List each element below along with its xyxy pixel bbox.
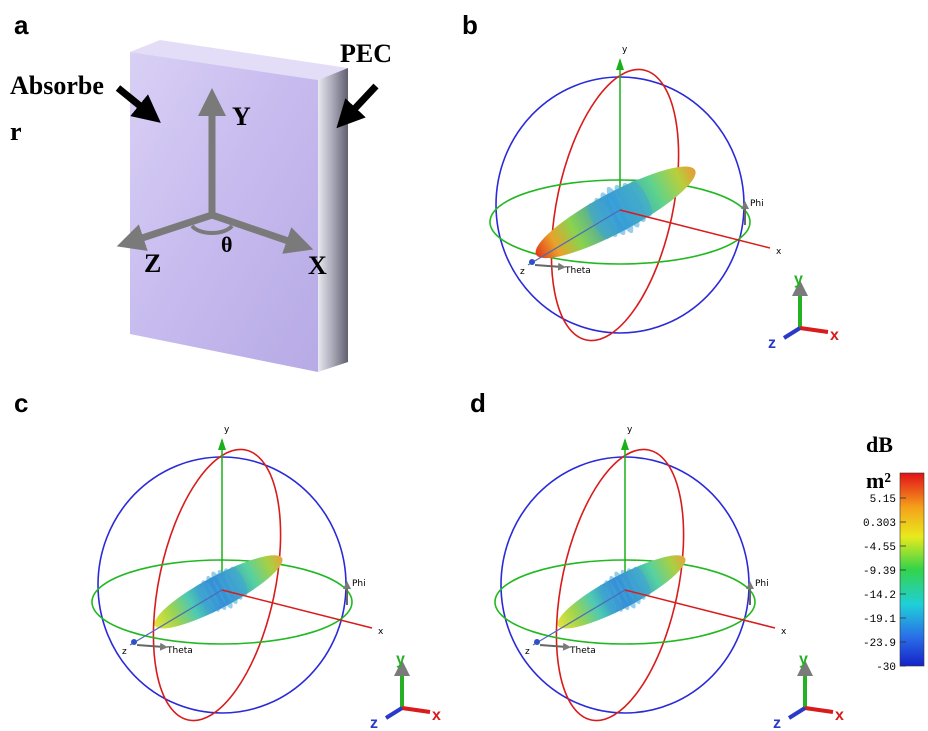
- theta-arrow: [539, 642, 571, 651]
- axis-label: z: [122, 647, 127, 657]
- angle-label: θ: [221, 232, 232, 257]
- lobe-petal: [599, 584, 617, 614]
- triad-x: [401, 706, 431, 714]
- pec-side: [318, 68, 348, 372]
- axis-label: y: [627, 425, 633, 435]
- triad-x: [804, 706, 834, 714]
- triad-z: [384, 706, 404, 720]
- axis-label: Z: [144, 249, 161, 278]
- z-tip: [529, 259, 535, 265]
- lobe-petal: [633, 566, 651, 596]
- lobe-petal: [614, 184, 640, 228]
- arrow: [621, 438, 629, 450]
- phi-label: Phi: [755, 579, 769, 589]
- sphere-ring: [555, 448, 685, 722]
- triad-label: z: [768, 335, 776, 352]
- z-axis: [527, 209, 621, 266]
- z-axis: [129, 589, 223, 646]
- colorbar: [899, 472, 925, 667]
- theta-label: Theta: [569, 646, 596, 656]
- triad-z: [782, 326, 802, 340]
- lobe-petal: [594, 197, 618, 238]
- z-axis: [532, 589, 626, 646]
- panel-label: c: [14, 388, 28, 418]
- axis-label: y: [224, 425, 230, 435]
- lobe-petal: [627, 568, 646, 600]
- phi-label: Phi: [352, 579, 366, 589]
- colorbar-tick-label: -14.2: [863, 590, 896, 602]
- pec-arrow: [336, 83, 379, 129]
- lobe-petal: [620, 569, 641, 605]
- panel-label: b: [462, 10, 478, 40]
- colorbar-tick-label: -19.1: [863, 614, 896, 626]
- theta-label: Theta: [166, 646, 193, 656]
- sphere-ring: [152, 448, 282, 722]
- x-axis: [624, 589, 776, 629]
- colorbar-tick-label: 0.303: [863, 518, 896, 530]
- arrow: [616, 58, 624, 70]
- colorbar-tick-label: -23.9: [863, 638, 896, 650]
- lobe-petal: [630, 180, 652, 217]
- panel-a-text: Absorbe r PEC Y Z X θ: [10, 39, 392, 280]
- colorbar-tick-label: 5.15: [870, 494, 896, 506]
- z-tip: [534, 639, 540, 645]
- arrow: [218, 438, 226, 450]
- triad-label: y: [794, 271, 803, 288]
- axis-label: z: [520, 267, 525, 277]
- axis-label: z: [525, 647, 530, 657]
- colorbar-unit: dB: [866, 432, 893, 457]
- axis-label: x: [776, 247, 782, 257]
- pec-label: PEC: [340, 39, 392, 68]
- triad-label: x: [432, 707, 441, 724]
- colorbar-tick-label: -30: [876, 662, 896, 674]
- lobe-petal: [224, 568, 243, 600]
- triad-label: x: [830, 327, 839, 344]
- phi-label: Phi: [750, 199, 764, 209]
- lobe-petal: [588, 203, 610, 240]
- axis-label: y: [622, 45, 628, 55]
- axis-label: x: [781, 627, 787, 637]
- colorbar-tick-label: -9.39: [863, 566, 896, 578]
- lobe-petal: [230, 566, 248, 596]
- theta-label: Theta: [564, 266, 591, 276]
- axis-label: X: [308, 251, 327, 280]
- lobe-petal: [201, 580, 220, 612]
- axis-label: x: [378, 627, 384, 637]
- absorber-label: r: [10, 117, 22, 146]
- lobe-petal: [622, 182, 646, 223]
- triad-label: z: [370, 715, 378, 731]
- slab-top: [130, 40, 348, 80]
- lobe-petal: [196, 584, 214, 614]
- triad-z: [787, 706, 807, 720]
- z-tip: [131, 639, 137, 645]
- colorbar-unit: m²: [866, 468, 891, 493]
- triad-label: y: [396, 651, 405, 668]
- sphere-ring: [550, 68, 680, 342]
- triad-x: [799, 326, 829, 334]
- panel-label: a: [14, 10, 29, 40]
- x-axis: [221, 589, 373, 629]
- absorber-arrow: [115, 85, 161, 123]
- colorbar-tick-label: -4.55: [863, 542, 896, 554]
- lobe-petal: [604, 580, 623, 612]
- theta-arrow: [534, 262, 566, 271]
- absorber-face: [130, 52, 318, 372]
- x-axis: [619, 209, 771, 249]
- axes-a: [116, 88, 314, 254]
- panel-label: d: [470, 388, 486, 418]
- triad-label: y: [799, 651, 808, 668]
- triad-label: x: [835, 707, 844, 724]
- lobe-petal: [217, 569, 238, 605]
- triad-label: z: [773, 715, 781, 731]
- absorber-label: Absorbe: [10, 71, 104, 100]
- theta-arrow: [136, 642, 168, 651]
- axis-label: Y: [232, 102, 251, 131]
